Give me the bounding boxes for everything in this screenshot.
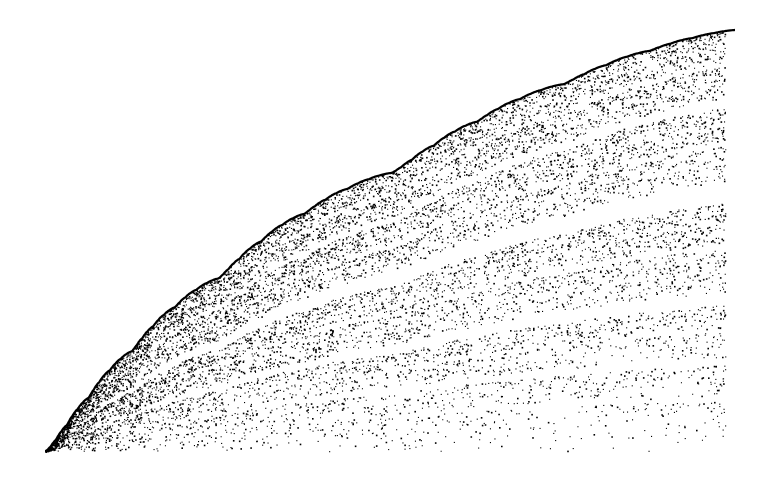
envelope-curve bbox=[45, 28, 735, 453]
